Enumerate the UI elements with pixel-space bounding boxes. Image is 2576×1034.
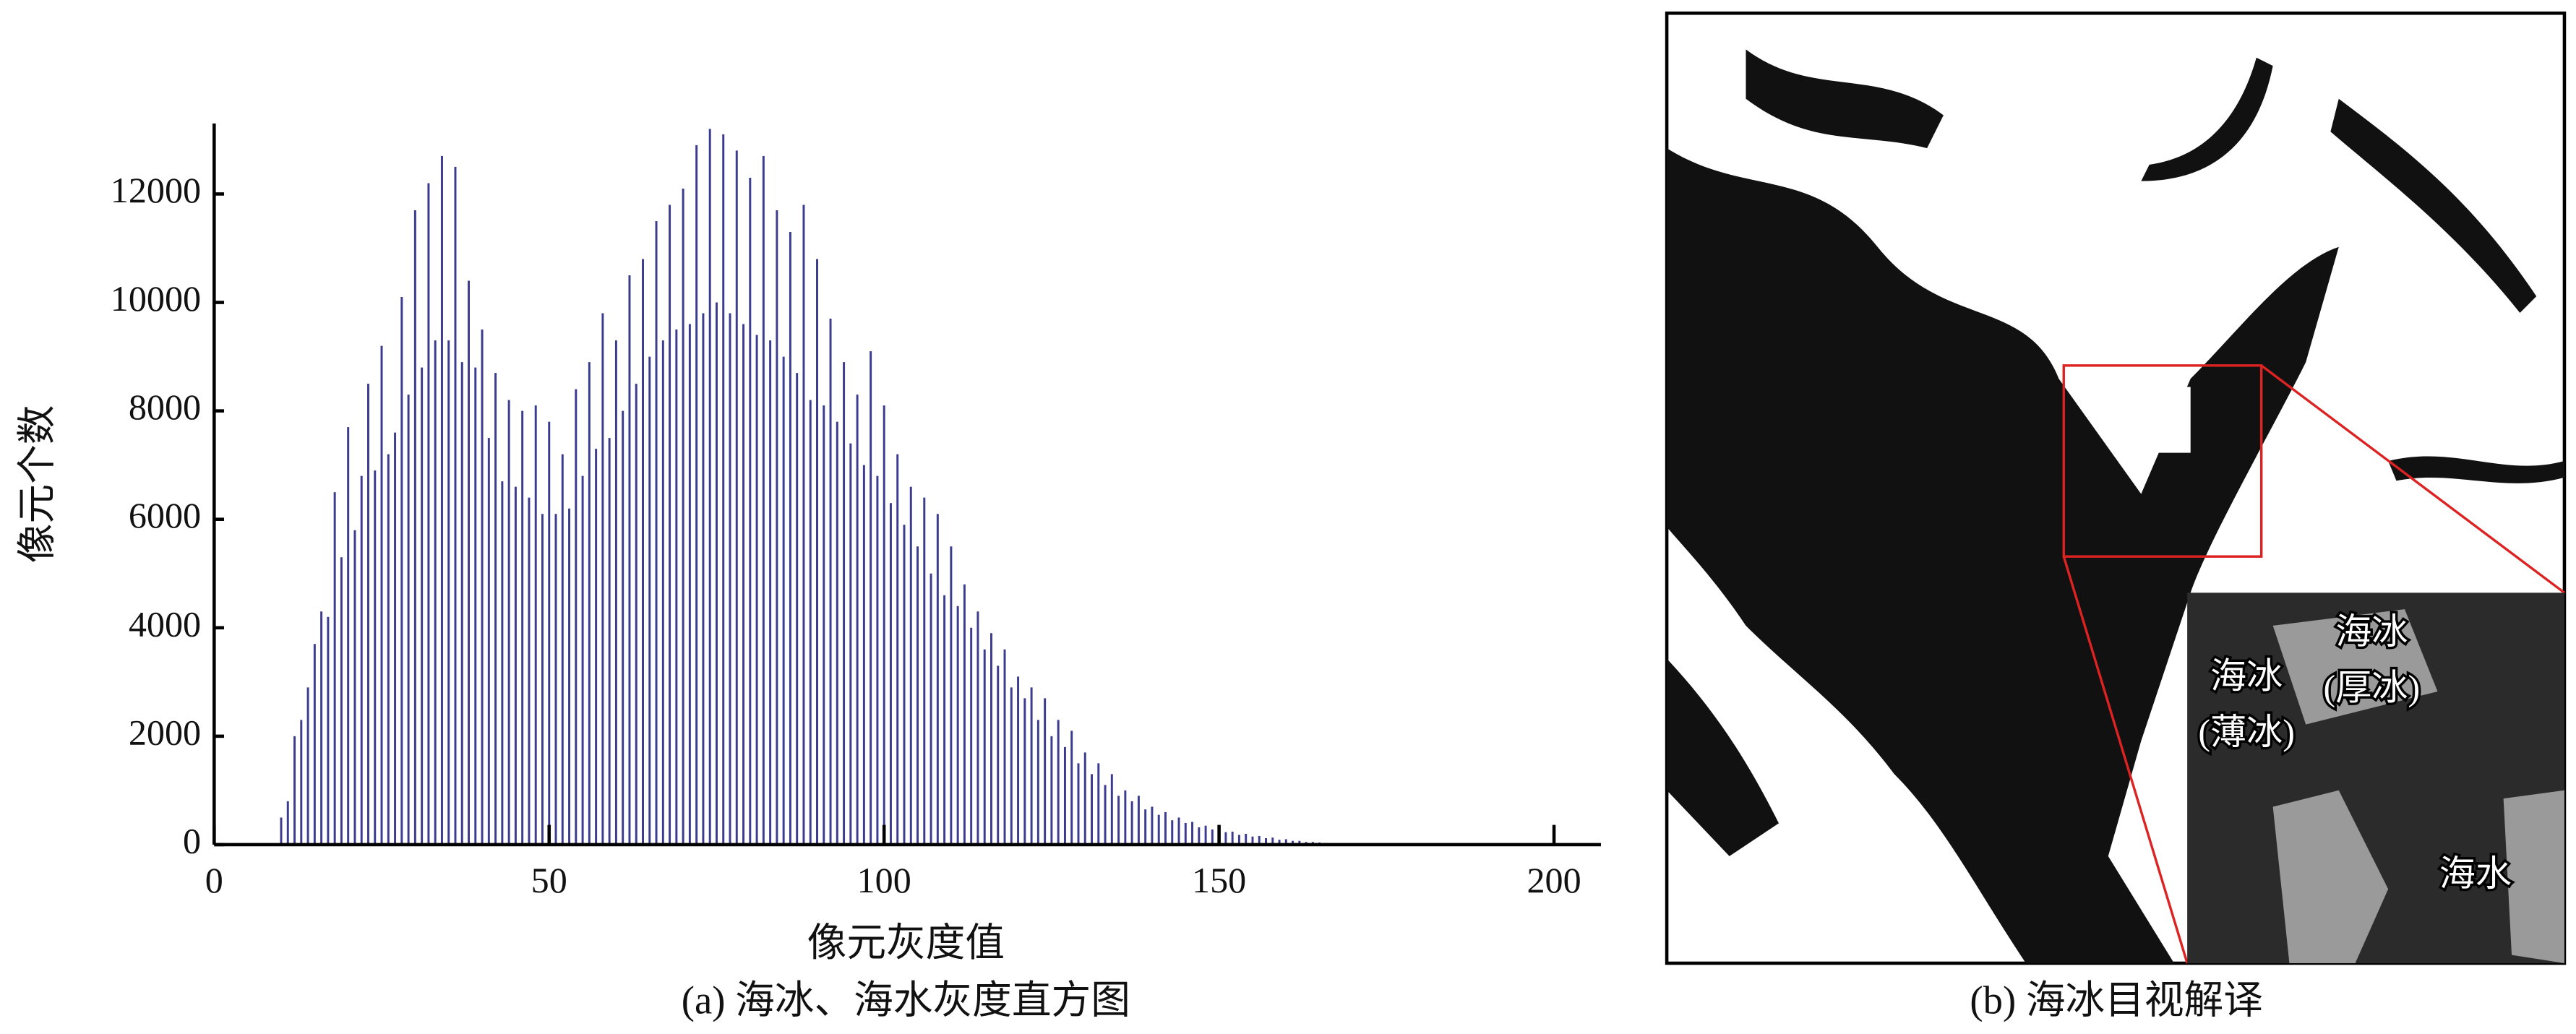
x-tick-label: 200 [1527,860,1581,900]
y-axis-label: 像元个数 [15,405,59,564]
inset-ice [2272,609,2564,964]
image-label: 海水 [2439,853,2512,894]
y-tick-label: 12000 [111,170,201,210]
dark-water [1667,148,2339,964]
y-tick-label: 4000 [129,603,201,644]
caption-a: (a) 海冰、海水灰度直方图 [682,978,1130,1022]
zoom-line [2260,364,2565,594]
y-tick-label: 0 [183,820,201,861]
x-tick-label: 50 [531,860,567,900]
image-label: 海冰 [2210,656,2283,697]
zoom-box [2062,364,2263,558]
zoom-line [2062,556,2189,964]
y-tick-label: 10000 [111,278,201,319]
x-tick-label: 100 [857,860,911,900]
y-tick-label: 2000 [129,712,201,752]
ice-floe [2124,387,2191,453]
sea-ice-image: 海冰 (厚冰) 海冰 (薄冰) 海水 [1665,11,2567,965]
image-label: (薄冰) [2198,712,2295,752]
x-axis-label: 像元灰度值 [807,921,1005,965]
caption-b: (b) 海冰目视解译 [1970,978,2262,1022]
y-tick-label: 6000 [129,495,201,535]
image-label: (厚冰) [2324,668,2421,708]
x-tick-label: 0 [205,860,223,900]
x-tick-label: 150 [1192,860,1246,900]
y-tick-label: 8000 [129,387,201,427]
image-label: 海冰 [2335,611,2408,652]
